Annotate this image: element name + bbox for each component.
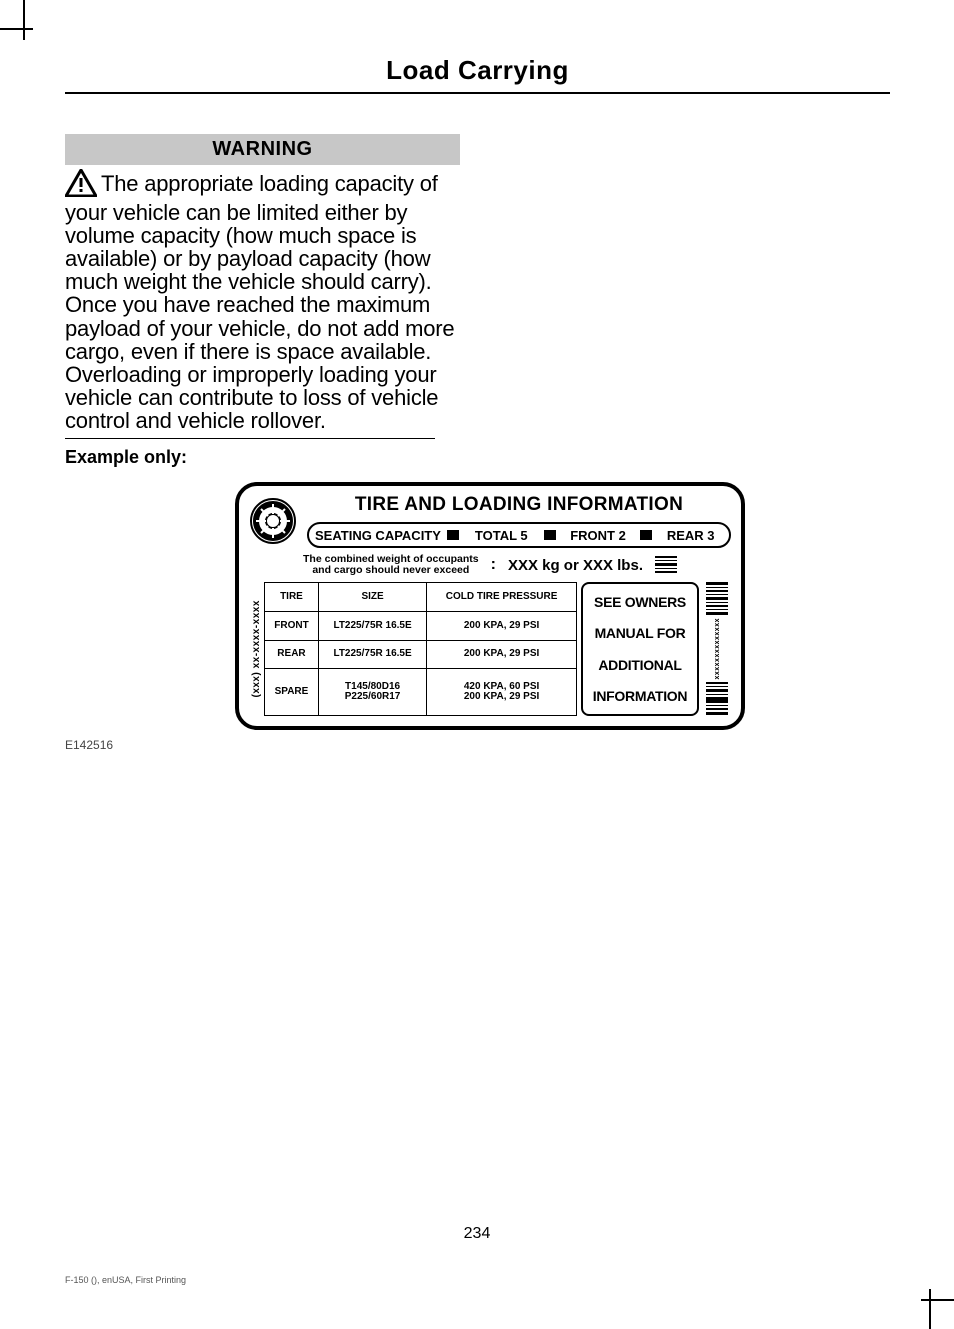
- owners-line: SEE OWNERS: [587, 594, 693, 610]
- owners-line: ADDITIONAL: [587, 657, 693, 673]
- placard-lower: (xxx) xx-xxxx-xxxx TIRE SIZE COLD TIRE P…: [249, 582, 731, 716]
- cell: SPARE: [265, 669, 319, 715]
- placard-title: TIRE AND LOADING INFORMATION: [307, 494, 731, 516]
- barcode-label: xxxxxxxxxxxxxx: [714, 618, 721, 680]
- cell: REAR: [265, 640, 319, 669]
- th-size: SIZE: [318, 583, 426, 612]
- vin-text: (xxx) xx-xxxx-xxxx: [249, 582, 264, 716]
- dot-logo-icon: [249, 497, 297, 545]
- table-header-row: TIRE SIZE COLD TIRE PRESSURE: [265, 583, 577, 612]
- owners-manual-box: SEE OWNERS MANUAL FOR ADDITIONAL INFORMA…: [581, 582, 699, 716]
- barcode-icon: [706, 582, 728, 616]
- footer-text: F-150 (), enUSA, First Printing: [65, 1275, 186, 1285]
- seating-capacity-row: SEATING CAPACITY TOTAL 5 FRONT 2 REAR 3: [307, 522, 731, 548]
- barcode-column: xxxxxxxxxxxxxx: [703, 582, 731, 716]
- tire-loading-placard: TIRE AND LOADING INFORMATION SEATING CAP…: [235, 482, 745, 730]
- seating-label: SEATING CAPACITY: [309, 528, 447, 543]
- table-row: FRONT LT225/75R 16.5E 200 KPA, 29 PSI: [265, 611, 577, 640]
- tire-pressure-table: TIRE SIZE COLD TIRE PRESSURE FRONT LT225…: [264, 582, 577, 716]
- th-pressure: COLD TIRE PRESSURE: [427, 583, 577, 612]
- owners-line: MANUAL FOR: [587, 625, 693, 641]
- seating-rear: REAR 3: [652, 528, 729, 543]
- cell: 200 KPA, 29 PSI: [427, 640, 577, 669]
- left-column: WARNING The appropriate loading capacity…: [65, 134, 460, 468]
- divider: [65, 438, 435, 439]
- combined-colon: :: [491, 556, 496, 574]
- page-content: Load Carrying WARNING The appropriate lo…: [65, 55, 890, 752]
- seating-total: TOTAL 5: [459, 528, 544, 543]
- placard-top-row: TIRE AND LOADING INFORMATION SEATING CAP…: [249, 494, 731, 548]
- example-only-label: Example only:: [65, 447, 460, 468]
- barcode-icon: [706, 682, 728, 716]
- cell: T145/80D16 P225/60R17: [318, 669, 426, 715]
- warning-text: The appropriate loading capacity of your…: [65, 165, 460, 432]
- page-number: 234: [0, 1225, 954, 1243]
- cell: 200 KPA, 29 PSI: [427, 611, 577, 640]
- cell: FRONT: [265, 611, 319, 640]
- th-tire: TIRE: [265, 583, 319, 612]
- crop-mark: [929, 1289, 931, 1329]
- combined-weight-value: XXX kg or XXX lbs.: [508, 557, 643, 574]
- cell: LT225/75R 16.5E: [318, 640, 426, 669]
- combined-weight-text: The combined weight of occupants and car…: [303, 554, 479, 576]
- crop-mark: [23, 0, 25, 40]
- seating-front: FRONT 2: [556, 528, 641, 543]
- figure-reference: E142516: [65, 738, 890, 752]
- tire-label-figure: TIRE AND LOADING INFORMATION SEATING CAP…: [235, 482, 745, 730]
- placard-header: TIRE AND LOADING INFORMATION SEATING CAP…: [307, 494, 731, 548]
- table-row: SPARE T145/80D16 P225/60R17 420 KPA, 60 …: [265, 669, 577, 715]
- warning-heading: WARNING: [65, 134, 460, 165]
- cell: LT225/75R 16.5E: [318, 611, 426, 640]
- cell: 420 KPA, 60 PSI 200 KPA, 29 PSI: [427, 669, 577, 715]
- warning-body-text: The appropriate loading capacity of your…: [65, 171, 454, 433]
- combined-weight-row: The combined weight of occupants and car…: [249, 554, 731, 576]
- table-row: REAR LT225/75R 16.5E 200 KPA, 29 PSI: [265, 640, 577, 669]
- owners-line: INFORMATION: [587, 688, 693, 704]
- crop-mark: [0, 28, 33, 30]
- combined-line2: and cargo should never exceed: [303, 565, 479, 576]
- crop-mark: [921, 1299, 954, 1301]
- warning-icon: [65, 169, 97, 201]
- barcode-small-icon: [655, 554, 677, 576]
- page-title: Load Carrying: [65, 55, 890, 94]
